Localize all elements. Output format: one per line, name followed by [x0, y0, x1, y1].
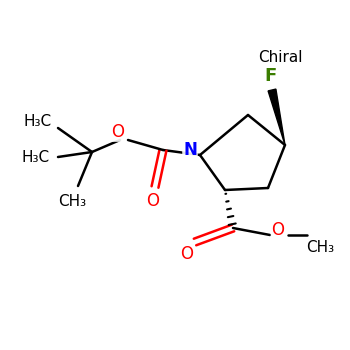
Text: H₃C: H₃C [24, 114, 52, 130]
Text: Chiral: Chiral [258, 50, 302, 65]
Text: F: F [264, 67, 276, 85]
Text: H₃C: H₃C [22, 149, 50, 164]
Text: N: N [183, 141, 197, 159]
Text: O: O [272, 221, 285, 239]
Polygon shape [268, 89, 285, 145]
Text: CH₃: CH₃ [58, 195, 86, 210]
Text: O: O [181, 245, 194, 263]
Text: O: O [112, 123, 125, 141]
Text: O: O [147, 192, 160, 210]
Text: CH₃: CH₃ [306, 240, 334, 256]
